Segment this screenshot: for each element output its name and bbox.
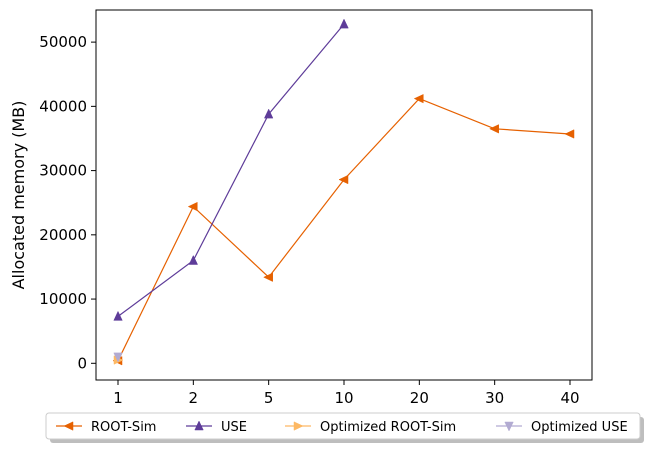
- x-tick-label: 40: [560, 389, 579, 407]
- data-point-root-sim: [413, 94, 424, 104]
- legend-label: Optimized ROOT-Sim: [320, 420, 456, 435]
- y-tick-label: 10000: [39, 290, 87, 308]
- y-axis-label: Allocated memory (MB): [9, 101, 28, 290]
- x-axis-ticks: 1 2 5 10 20 30 40: [113, 380, 580, 407]
- data-point-optimized-use: [113, 352, 123, 363]
- legend-marker: [504, 421, 514, 432]
- legend-label: USE: [221, 420, 247, 435]
- x-tick-label: 10: [334, 389, 353, 407]
- x-tick-label: 1: [113, 389, 123, 407]
- y-tick-label: 40000: [39, 97, 87, 115]
- y-tick-label: 0: [77, 354, 87, 372]
- data-point-use: [339, 18, 349, 29]
- x-tick-label: 30: [485, 389, 504, 407]
- legend-marker: [194, 420, 204, 431]
- data-point-use: [188, 254, 198, 265]
- series-optimized-use: [113, 352, 123, 363]
- legend: ROOT-Sim USE Optimized ROOT-Sim Optimized U…: [45, 412, 644, 443]
- data-point-use: [113, 310, 123, 321]
- y-tick-label: 20000: [39, 226, 87, 244]
- data-point-root-sim: [263, 272, 273, 282]
- y-axis-ticks: 0 10000 20000 30000 40000 50000: [39, 33, 96, 372]
- y-tick-label: 30000: [39, 162, 87, 180]
- series-use: [113, 18, 349, 321]
- legend-marker: [293, 421, 304, 431]
- data-point-root-sim: [338, 174, 349, 185]
- legend-marker: [63, 421, 74, 431]
- x-tick-label: 2: [189, 389, 199, 407]
- data-point-use: [264, 108, 274, 119]
- data-point-root-sim: [564, 129, 575, 139]
- legend-label: ROOT-Sim: [91, 420, 156, 435]
- legend-box: [45, 412, 641, 440]
- x-tick-label: 5: [264, 389, 274, 407]
- series-line-use: [117, 23, 345, 317]
- plot-frame: [95, 9, 593, 381]
- legend-label: Optimized USE: [531, 420, 628, 435]
- legend-item-use: USE: [186, 420, 247, 435]
- x-tick-label: 20: [410, 389, 429, 407]
- data-point-root-sim: [187, 201, 198, 212]
- legend-item-optimized-use: Optimized USE: [496, 420, 628, 435]
- legend-item-root-sim: ROOT-Sim: [56, 420, 156, 435]
- series-root-sim: [112, 94, 575, 366]
- series-layer: [112, 18, 575, 366]
- legend-item-optimized-root-sim: Optimized ROOT-Sim: [285, 420, 456, 435]
- data-point-root-sim: [489, 124, 499, 134]
- y-tick-label: 50000: [39, 33, 87, 51]
